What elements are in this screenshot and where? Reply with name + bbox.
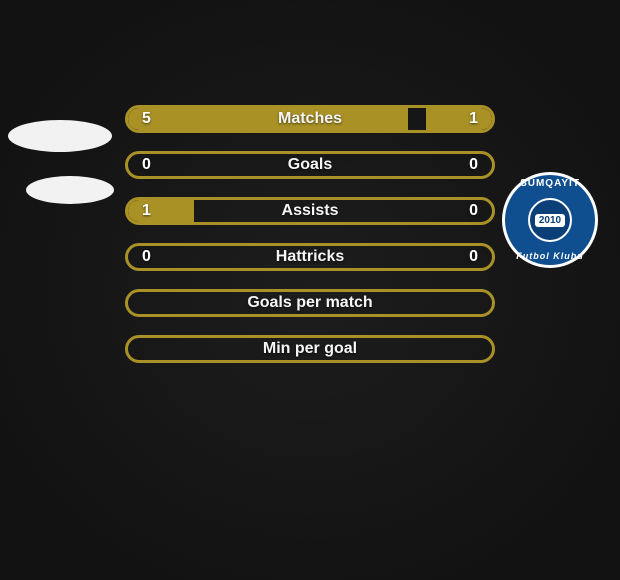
stat-value-right: 1	[469, 110, 478, 128]
stat-value-left: 0	[142, 156, 151, 174]
stat-bar: 0 0 Goals	[125, 151, 495, 179]
stat-label: Goals	[288, 156, 332, 174]
stat-value-right: 0	[469, 248, 478, 266]
stat-value-right: 0	[469, 156, 478, 174]
stat-fill-left	[128, 200, 194, 222]
stat-label: Hattricks	[276, 248, 344, 266]
stat-fill-left	[128, 108, 408, 130]
stat-label: Goals per match	[247, 294, 372, 312]
stat-value-left: 1	[142, 202, 151, 220]
stat-rows: 5 1 Matches 0 0 Goals 1 0 Assists 0 0 Hattricks Goal…	[0, 105, 620, 363]
stat-value-right: 0	[469, 202, 478, 220]
stat-bar: 1 0 Assists	[125, 197, 495, 225]
stat-fill-right	[426, 108, 492, 130]
stat-bar: 5 1 Matches	[125, 105, 495, 133]
stat-value-left: 5	[142, 110, 151, 128]
stat-label: Assists	[282, 202, 339, 220]
stat-value-left: 0	[142, 248, 151, 266]
stat-bar: Goals per match	[125, 289, 495, 317]
stat-label: Min per goal	[263, 340, 357, 358]
stat-label: Matches	[278, 110, 342, 128]
stat-bar: 0 0 Hattricks	[125, 243, 495, 271]
stat-bar: Min per goal	[125, 335, 495, 363]
